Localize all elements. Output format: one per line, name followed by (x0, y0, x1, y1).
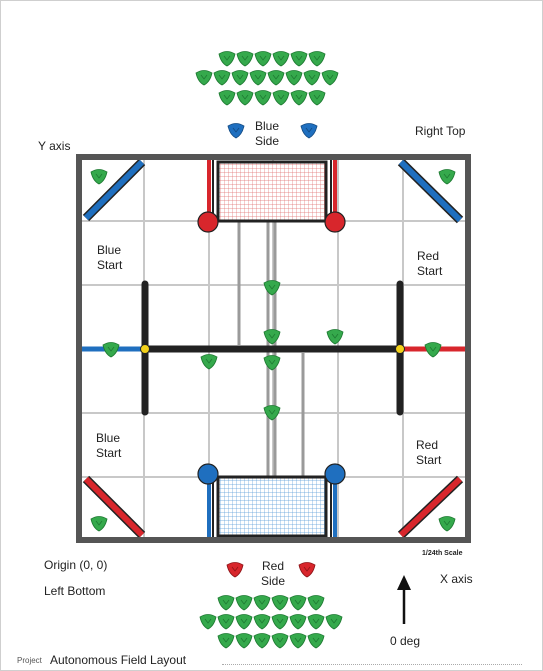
right-top-label: Right Top (415, 124, 466, 138)
red-preload-right (298, 562, 316, 578)
left-bottom-label: Left Bottom (44, 584, 106, 598)
blue-preload-right (300, 123, 318, 139)
blue-preload-left (227, 123, 245, 139)
blue-start-top-label: Blue Start (97, 243, 123, 272)
up-arrow-icon (397, 575, 411, 624)
red-start-bottom-label: Red Start (416, 438, 442, 467)
blue-start-bottom-label: Blue Start (96, 431, 122, 460)
y-axis-label: Y axis (38, 139, 71, 153)
footer-divider (222, 664, 522, 665)
x-axis-label: X axis (440, 572, 473, 586)
top-triball-stack (195, 51, 339, 106)
origin-label: Origin (0, 0) (44, 558, 108, 572)
blue-goal (197, 160, 346, 233)
footer: Project Autonomous Field Layout (17, 653, 522, 667)
red-goal (197, 463, 346, 538)
scale-label: 1/24th Scale (422, 550, 463, 557)
corner-bars (82, 158, 464, 539)
project-name: Autonomous Field Layout (50, 653, 187, 667)
field-wall (76, 154, 471, 543)
red-side-label: Red Side (260, 559, 286, 588)
project-key-label: Project (17, 656, 42, 665)
bottom-triball-stack (199, 595, 343, 649)
angle-label: 0 deg (390, 634, 421, 648)
blue-side-label: Blue Side (254, 119, 280, 148)
red-start-top-label: Red Start (417, 249, 443, 278)
red-preload-left (226, 562, 244, 578)
